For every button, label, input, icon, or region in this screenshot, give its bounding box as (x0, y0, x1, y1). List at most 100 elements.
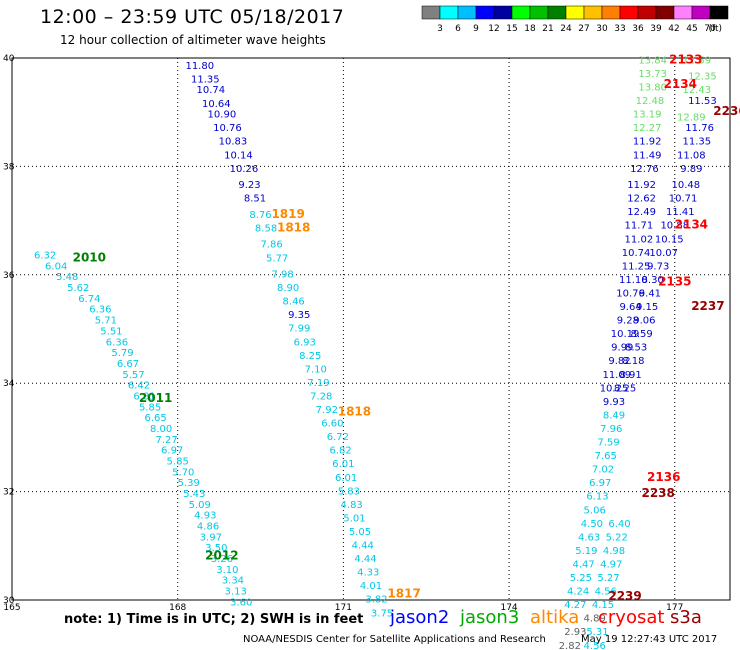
pass-time-label: 2133 (669, 52, 702, 66)
pass-time-label: 2010 (73, 250, 106, 264)
swh-value-point: 11.35 (191, 74, 220, 85)
swh-value-point: 4.33 (357, 568, 379, 579)
swh-value-point: 12.89 (677, 112, 706, 123)
swh-value-point: 2.82 (559, 641, 581, 650)
swh-value-point: 9.99 (611, 343, 633, 354)
swh-value-point: 7.19 (307, 378, 329, 389)
pass-time-label: 2136 (647, 470, 680, 484)
swh-value-point: 3.75 (371, 608, 393, 619)
swh-value-point: 13.80 (638, 83, 667, 94)
swh-value-point: 10.76 (213, 123, 242, 134)
swh-value-point: 4.93 (194, 511, 216, 522)
pass-time-label: 2011 (139, 391, 172, 405)
color-scale-swatch (691, 5, 711, 20)
swh-value-point: 11.92 (627, 180, 656, 191)
color-scale-label: 24 (560, 24, 572, 34)
swh-value-point: 10.83 (219, 137, 248, 148)
x-tick-label: 171 (335, 603, 352, 613)
swh-value-point: 7.10 (305, 364, 327, 375)
color-scale-swatch (583, 5, 603, 20)
swh-value-point: 8.46 (283, 297, 305, 308)
swh-value-point: 5.09 (189, 500, 211, 511)
swh-value-point: 6.67 (117, 359, 139, 370)
legend-item-jason3: jason3 (460, 607, 520, 628)
swh-value-point: 10.90 (208, 110, 237, 121)
swh-value-point: 8.18 (622, 356, 644, 367)
swh-value-point: 5.19 (575, 546, 597, 557)
swh-value-point: 11.09 (602, 370, 631, 381)
swh-value-point: 13.84 (638, 55, 667, 66)
swh-value-point: 4.24 (567, 587, 589, 598)
swh-value-point: 4.01 (360, 581, 382, 592)
swh-value-point: 5.31 (586, 627, 608, 638)
color-scale-label: 39 (650, 24, 662, 34)
swh-value-point: 5.06 (584, 505, 606, 516)
pass-time-label: 2239 (608, 589, 641, 603)
footer-timestamp: May 19 12:27:43 UTC 2017 (581, 634, 718, 645)
swh-value-point: 6.74 (78, 294, 100, 305)
pass-time-label: 2134 (675, 218, 708, 232)
color-scale-label: 12 (488, 24, 499, 34)
color-scale-label: 27 (578, 24, 589, 34)
swh-value-point: 6.60 (321, 419, 343, 430)
swh-value-point: 5.79 (111, 348, 133, 359)
swh-value-point: 11.80 (185, 61, 214, 72)
swh-value-point: 9.06 (633, 316, 655, 327)
color-scale-swatch (439, 5, 459, 20)
swh-value-point: 8.25 (614, 383, 636, 394)
swh-value-point: 5.01 (343, 513, 365, 524)
swh-value-point: 6.01 (335, 473, 357, 484)
color-scale-swatch (529, 5, 549, 20)
swh-value-point: 6.93 (294, 337, 316, 348)
swh-value-point: 4.44 (354, 554, 376, 565)
swh-value-point: 10.07 (649, 248, 678, 259)
swh-value-point: 5.57 (122, 370, 144, 381)
swh-value-point: 11.76 (685, 123, 714, 134)
color-scale-swatch (547, 5, 567, 20)
swh-value-point: 10.71 (669, 194, 698, 205)
swh-value-point: 4.98 (603, 546, 625, 557)
swh-value-point: 5.77 (266, 253, 288, 264)
swh-value-point: 5.39 (178, 478, 200, 489)
color-scale-label: 15 (506, 24, 517, 34)
swh-value-point: 5.71 (95, 316, 117, 327)
swh-value-point: 9.89 (680, 164, 702, 175)
swh-value-point: 9.64 (619, 302, 641, 313)
legend-item-jason2: jason2 (390, 607, 450, 628)
swh-value-point: 10.14 (224, 150, 253, 161)
swh-value-point: 11.53 (688, 96, 717, 107)
y-tick-label: 36 (3, 271, 15, 281)
swh-value-point: 8.58 (255, 223, 277, 234)
pass-time-label: 2238 (641, 486, 674, 500)
swh-value-point: 7.92 (316, 405, 338, 416)
swh-value-point: 7.59 (597, 438, 619, 449)
swh-value-point: 4.15 (592, 600, 614, 611)
swh-value-point: 5.43 (183, 489, 205, 500)
swh-value-point: 4.83 (341, 500, 363, 511)
swh-value-point: 4.56 (584, 641, 606, 650)
y-tick-label: 30 (3, 596, 15, 606)
page-subtitle: 12 hour collection of altimeter wave hei… (60, 33, 326, 47)
swh-value-point: 7.65 (595, 451, 617, 462)
swh-value-point: 4.89 (584, 614, 606, 625)
swh-value-point: 3.60 (230, 597, 252, 608)
y-tick-label: 38 (3, 162, 15, 172)
swh-value-point: 4.97 (600, 559, 622, 570)
swh-value-point: 9.41 (639, 288, 661, 299)
swh-value-point: 10.88 (660, 221, 689, 232)
swh-value-point: 4.63 (578, 532, 600, 543)
page-title: 12:00 – 23:59 UTC 05/18/2017 (40, 6, 345, 28)
y-tick-label: 40 (3, 54, 15, 64)
swh-value-point: 7.98 (271, 270, 293, 281)
swh-value-point: 6.97 (161, 446, 183, 457)
swh-value-point: 7.96 (600, 424, 622, 435)
swh-value-point: 3.13 (225, 587, 247, 598)
pass-time-label: 1817 (387, 586, 420, 600)
swh-value-point: 3.97 (200, 532, 222, 543)
swh-value-point: 6.72 (327, 432, 349, 443)
swh-value-point: 10.64 (202, 99, 231, 110)
pass-time-label: 2012 (205, 548, 238, 562)
swh-value-point: 7.86 (260, 240, 282, 251)
swh-value-point: 4.86 (197, 522, 219, 533)
swh-value-point: 10.25 (600, 383, 629, 394)
